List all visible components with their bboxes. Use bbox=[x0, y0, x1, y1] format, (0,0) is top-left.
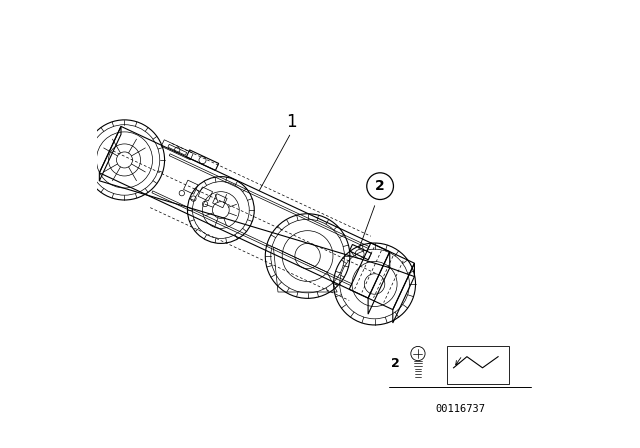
Text: 1: 1 bbox=[285, 112, 296, 131]
Text: 2: 2 bbox=[375, 179, 385, 193]
Text: 2: 2 bbox=[391, 357, 400, 370]
Text: 00116737: 00116737 bbox=[435, 404, 485, 414]
Circle shape bbox=[367, 173, 394, 199]
